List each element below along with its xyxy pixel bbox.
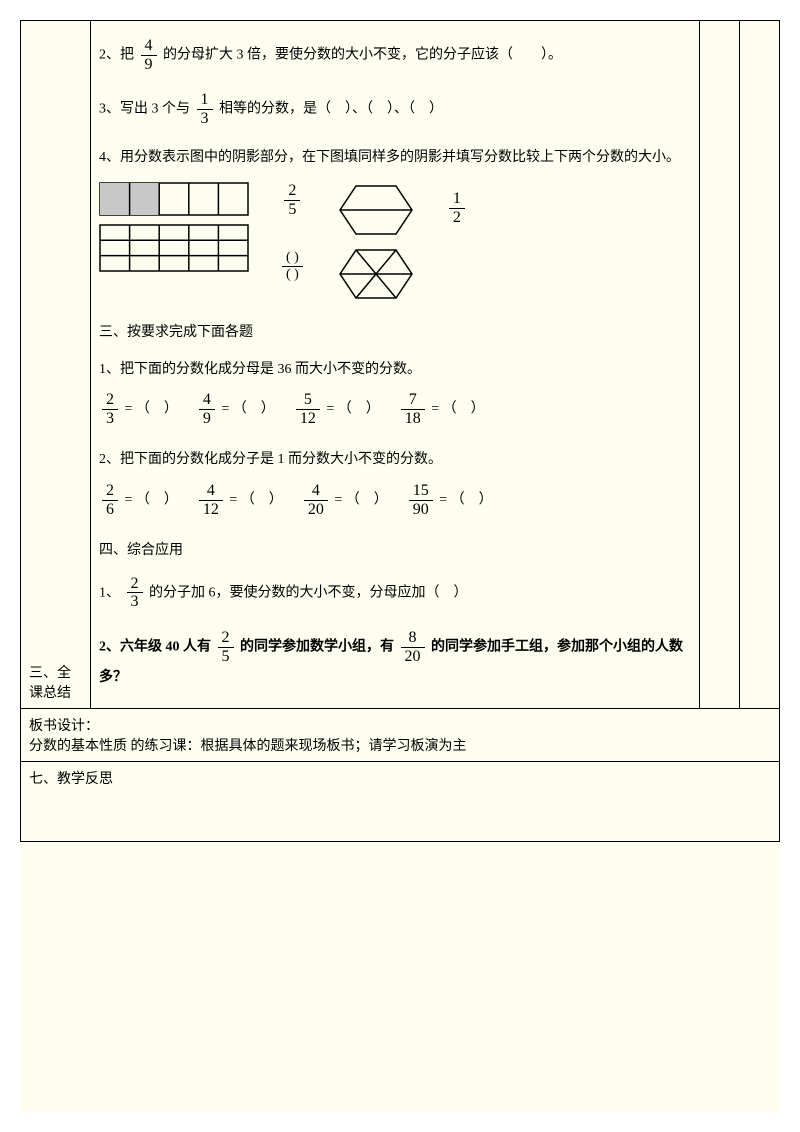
q3-text-a: 3、写出 3 个与 bbox=[99, 102, 190, 117]
s4-q2-b: 的同学参加数学小组，有 bbox=[240, 639, 394, 654]
s3-q1-equations: 23 = （ ）49 = （ ）512 = （ ）718 = （ ） bbox=[99, 391, 691, 427]
equation-item: 512 = （ ） bbox=[293, 391, 380, 427]
section-3-label: 三、全课总结 bbox=[29, 662, 82, 702]
s4-q2-f1: 2 5 bbox=[218, 629, 234, 665]
s4-q1-a: 1、 bbox=[99, 585, 120, 600]
q3-fraction: 1 3 bbox=[197, 91, 213, 127]
question-2: 2、把 4 9 的分母扩大 3 倍，要使分数的大小不变，它的分子应该（ ）。 bbox=[99, 37, 691, 73]
q2-text-a: 2、把 bbox=[99, 47, 134, 62]
hexagon-half-icon bbox=[336, 182, 416, 238]
s4-q1-fraction: 2 3 bbox=[127, 575, 143, 611]
fraction: 512 bbox=[296, 391, 320, 427]
question-4-text: 4、用分数表示图中的阴影部分，在下图填同样多的阴影并填写分数比较上下两个分数的大… bbox=[99, 145, 691, 172]
equation-item: 718 = （ ） bbox=[398, 391, 485, 427]
rect-3x5-icon bbox=[99, 224, 249, 272]
board-design-cell: 板书设计： 分数的基本性质 的练习课：根据具体的题来现场板书；请学习板演为主 bbox=[21, 708, 780, 761]
reflection-cell: 七、教学反思 bbox=[21, 761, 780, 841]
s4-q2-a: 2、六年级 40 人有 bbox=[99, 639, 211, 654]
rect-1x5-icon bbox=[99, 182, 249, 216]
equation-item: 26 = （ ） bbox=[99, 482, 178, 518]
eq-tail: = （ ） bbox=[331, 492, 388, 507]
equation-item: 49 = （ ） bbox=[196, 391, 275, 427]
fraction: 23 bbox=[102, 391, 118, 427]
fraction: 26 bbox=[102, 482, 118, 518]
s4-q2-f2: 8 20 bbox=[401, 629, 425, 665]
q3-text-b: 相等的分数，是（ ）、（ ）、（ ） bbox=[219, 102, 443, 117]
section-4-q2: 2、六年级 40 人有 2 5 的同学参加数学小组，有 8 20 的同学参加手工… bbox=[99, 629, 691, 692]
eq-tail: = （ ） bbox=[121, 492, 178, 507]
section-4-q1: 1、 2 3 的分子加 6，要使分数的大小不变，分母应加（ ） bbox=[99, 575, 691, 611]
left-column: 三、全课总结 bbox=[21, 21, 91, 709]
question-3: 3、写出 3 个与 1 3 相等的分数，是（ ）、（ ）、（ ） bbox=[99, 91, 691, 127]
eq-tail: = （ ） bbox=[428, 401, 485, 416]
section-3-title: 三、按要求完成下面各题 bbox=[99, 320, 691, 347]
eq-tail: = （ ） bbox=[323, 401, 380, 416]
eq-tail: = （ ） bbox=[218, 401, 275, 416]
equation-item: 420 = （ ） bbox=[301, 482, 388, 518]
right-col-2 bbox=[740, 21, 780, 709]
board-text: 分数的基本性质 的练习课：根据具体的题来现场板书；请学习板演为主 bbox=[29, 735, 771, 755]
fraction: 412 bbox=[199, 482, 223, 518]
q4-fraction-2: 1 2 bbox=[449, 190, 465, 226]
q4-fraction-1: 2 5 bbox=[284, 182, 300, 218]
main-content: 2、把 4 9 的分母扩大 3 倍，要使分数的大小不变，它的分子应该（ ）。 3… bbox=[91, 21, 700, 709]
q2-fraction: 4 9 bbox=[141, 37, 157, 73]
right-col-1 bbox=[700, 21, 740, 709]
fraction: 49 bbox=[199, 391, 215, 427]
s4-q1-b: 的分子加 6，要使分数的大小不变，分母应加（ ） bbox=[149, 585, 468, 600]
hexagon-six-icon bbox=[336, 246, 416, 302]
eq-tail: = （ ） bbox=[121, 401, 178, 416]
board-label: 板书设计： bbox=[29, 715, 771, 735]
fraction: 420 bbox=[304, 482, 328, 518]
equation-item: 412 = （ ） bbox=[196, 482, 283, 518]
section-3-q1: 1、把下面的分数化成分母是 36 而大小不变的分数。 bbox=[99, 357, 691, 384]
section-3-q2: 2、把下面的分数化成分子是 1 而分数大小不变的分数。 bbox=[99, 447, 691, 474]
equation-item: 1590 = （ ） bbox=[406, 482, 493, 518]
s3-q2-equations: 26 = （ ）412 = （ ）420 = （ ）1590 = （ ） bbox=[99, 482, 691, 518]
fraction: 718 bbox=[401, 391, 425, 427]
q4-fraction-blank: ( ) ( ) bbox=[282, 250, 303, 282]
question-4-diagrams: 2 5 ( ) ( ) bbox=[99, 182, 691, 302]
reflection-label: 七、教学反思 bbox=[29, 768, 771, 788]
eq-tail: = （ ） bbox=[226, 492, 283, 507]
fraction: 1590 bbox=[409, 482, 433, 518]
section-4-title: 四、综合应用 bbox=[99, 538, 691, 565]
eq-tail: = （ ） bbox=[436, 492, 493, 507]
q2-text-b: 的分母扩大 3 倍，要使分数的大小不变，它的分子应该（ ）。 bbox=[163, 47, 562, 62]
equation-item: 23 = （ ） bbox=[99, 391, 178, 427]
